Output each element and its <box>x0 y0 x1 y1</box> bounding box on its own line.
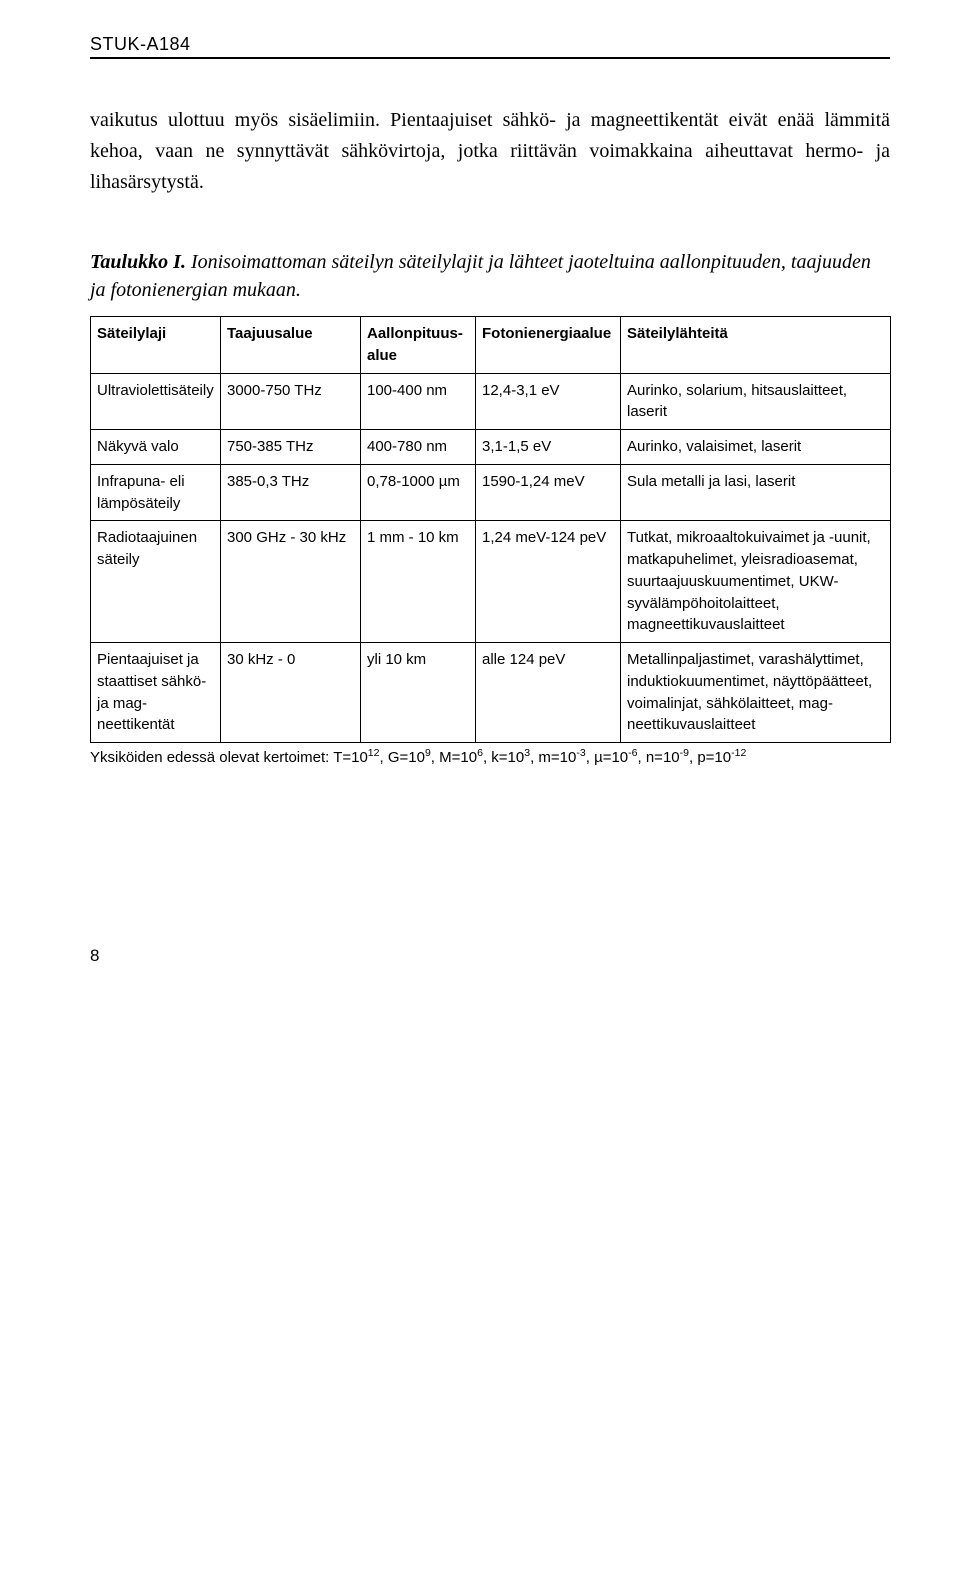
table-header-row: SäteilylajiTaajuusalueAallonpituus­alueF… <box>91 317 891 374</box>
caption-label: Taulukko I. <box>90 251 186 273</box>
table-column-header: Fotonienergia­alue <box>476 317 621 374</box>
table-cell: Metallinpaljastimet, varashälyttimet, in… <box>621 643 891 743</box>
table-caption: Taulukko I. Ionisoimattoman säteilyn sät… <box>90 248 890 304</box>
table-cell: 3,1-1,5 eV <box>476 430 621 465</box>
radiation-table: SäteilylajiTaajuusalueAallonpituus­alueF… <box>90 316 891 743</box>
table-cell: 1,24 meV-124 peV <box>476 521 621 643</box>
table-cell: 1590-1,24 meV <box>476 464 621 521</box>
table-cell: yli 10 km <box>361 643 476 743</box>
table-cell: Infrapuna- eli lämpösäteily <box>91 464 221 521</box>
table-footnote: Yksiköiden edessä olevat kertoimet: T=10… <box>90 747 890 766</box>
table-cell: Pientaajuiset ja staattiset säh­kö- ja m… <box>91 643 221 743</box>
doc-header-code: STUK-A184 <box>90 34 890 55</box>
table-cell: Sula metalli ja lasi, laserit <box>621 464 891 521</box>
table-cell: Aurinko, solarium, hitsauslaitteet, lase… <box>621 373 891 430</box>
table-cell: 750-385 THz <box>221 430 361 465</box>
table-row: Infrapuna- eli lämpösäteily385-0,3 THz0,… <box>91 464 891 521</box>
table-row: Pientaajuiset ja staattiset säh­kö- ja m… <box>91 643 891 743</box>
table-row: Näkyvä valo750-385 THz400-780 nm3,1-1,5 … <box>91 430 891 465</box>
table-cell: 100-400 nm <box>361 373 476 430</box>
table-column-header: Säteilylaji <box>91 317 221 374</box>
table-cell: alle 124 peV <box>476 643 621 743</box>
table-row: Radiotaajuinen säteily300 GHz - 30 kHz1 … <box>91 521 891 643</box>
header-rule <box>90 57 890 59</box>
table-cell: 30 kHz - 0 <box>221 643 361 743</box>
table-cell: 0,78-1000 µm <box>361 464 476 521</box>
table-cell: Ultravioletti­säteily <box>91 373 221 430</box>
table-cell: Tutkat, mikroaalto­kuivaimet ja -uunit, … <box>621 521 891 643</box>
table-column-header: Taajuusalue <box>221 317 361 374</box>
table-cell: 12,4-3,1 eV <box>476 373 621 430</box>
table-cell: 300 GHz - 30 kHz <box>221 521 361 643</box>
table-cell: 3000-750 THz <box>221 373 361 430</box>
table-row: Ultravioletti­säteily3000-750 THz100-400… <box>91 373 891 430</box>
caption-text: Ionisoimattoman säteilyn säteilylajit ja… <box>90 251 871 301</box>
table-column-header: Aallonpituus­alue <box>361 317 476 374</box>
table-cell: 385-0,3 THz <box>221 464 361 521</box>
page-number: 8 <box>90 946 890 966</box>
table-cell: Näkyvä valo <box>91 430 221 465</box>
table-cell: Aurinko, valaisimet, laserit <box>621 430 891 465</box>
table-cell: 400-780 nm <box>361 430 476 465</box>
table-cell: 1 mm - 10 km <box>361 521 476 643</box>
body-paragraph: vaikutus ulottuu myös sisäelimiin. Pient… <box>90 105 890 198</box>
table-column-header: Säteilylähteitä <box>621 317 891 374</box>
table-cell: Radiotaajuinen säteily <box>91 521 221 643</box>
